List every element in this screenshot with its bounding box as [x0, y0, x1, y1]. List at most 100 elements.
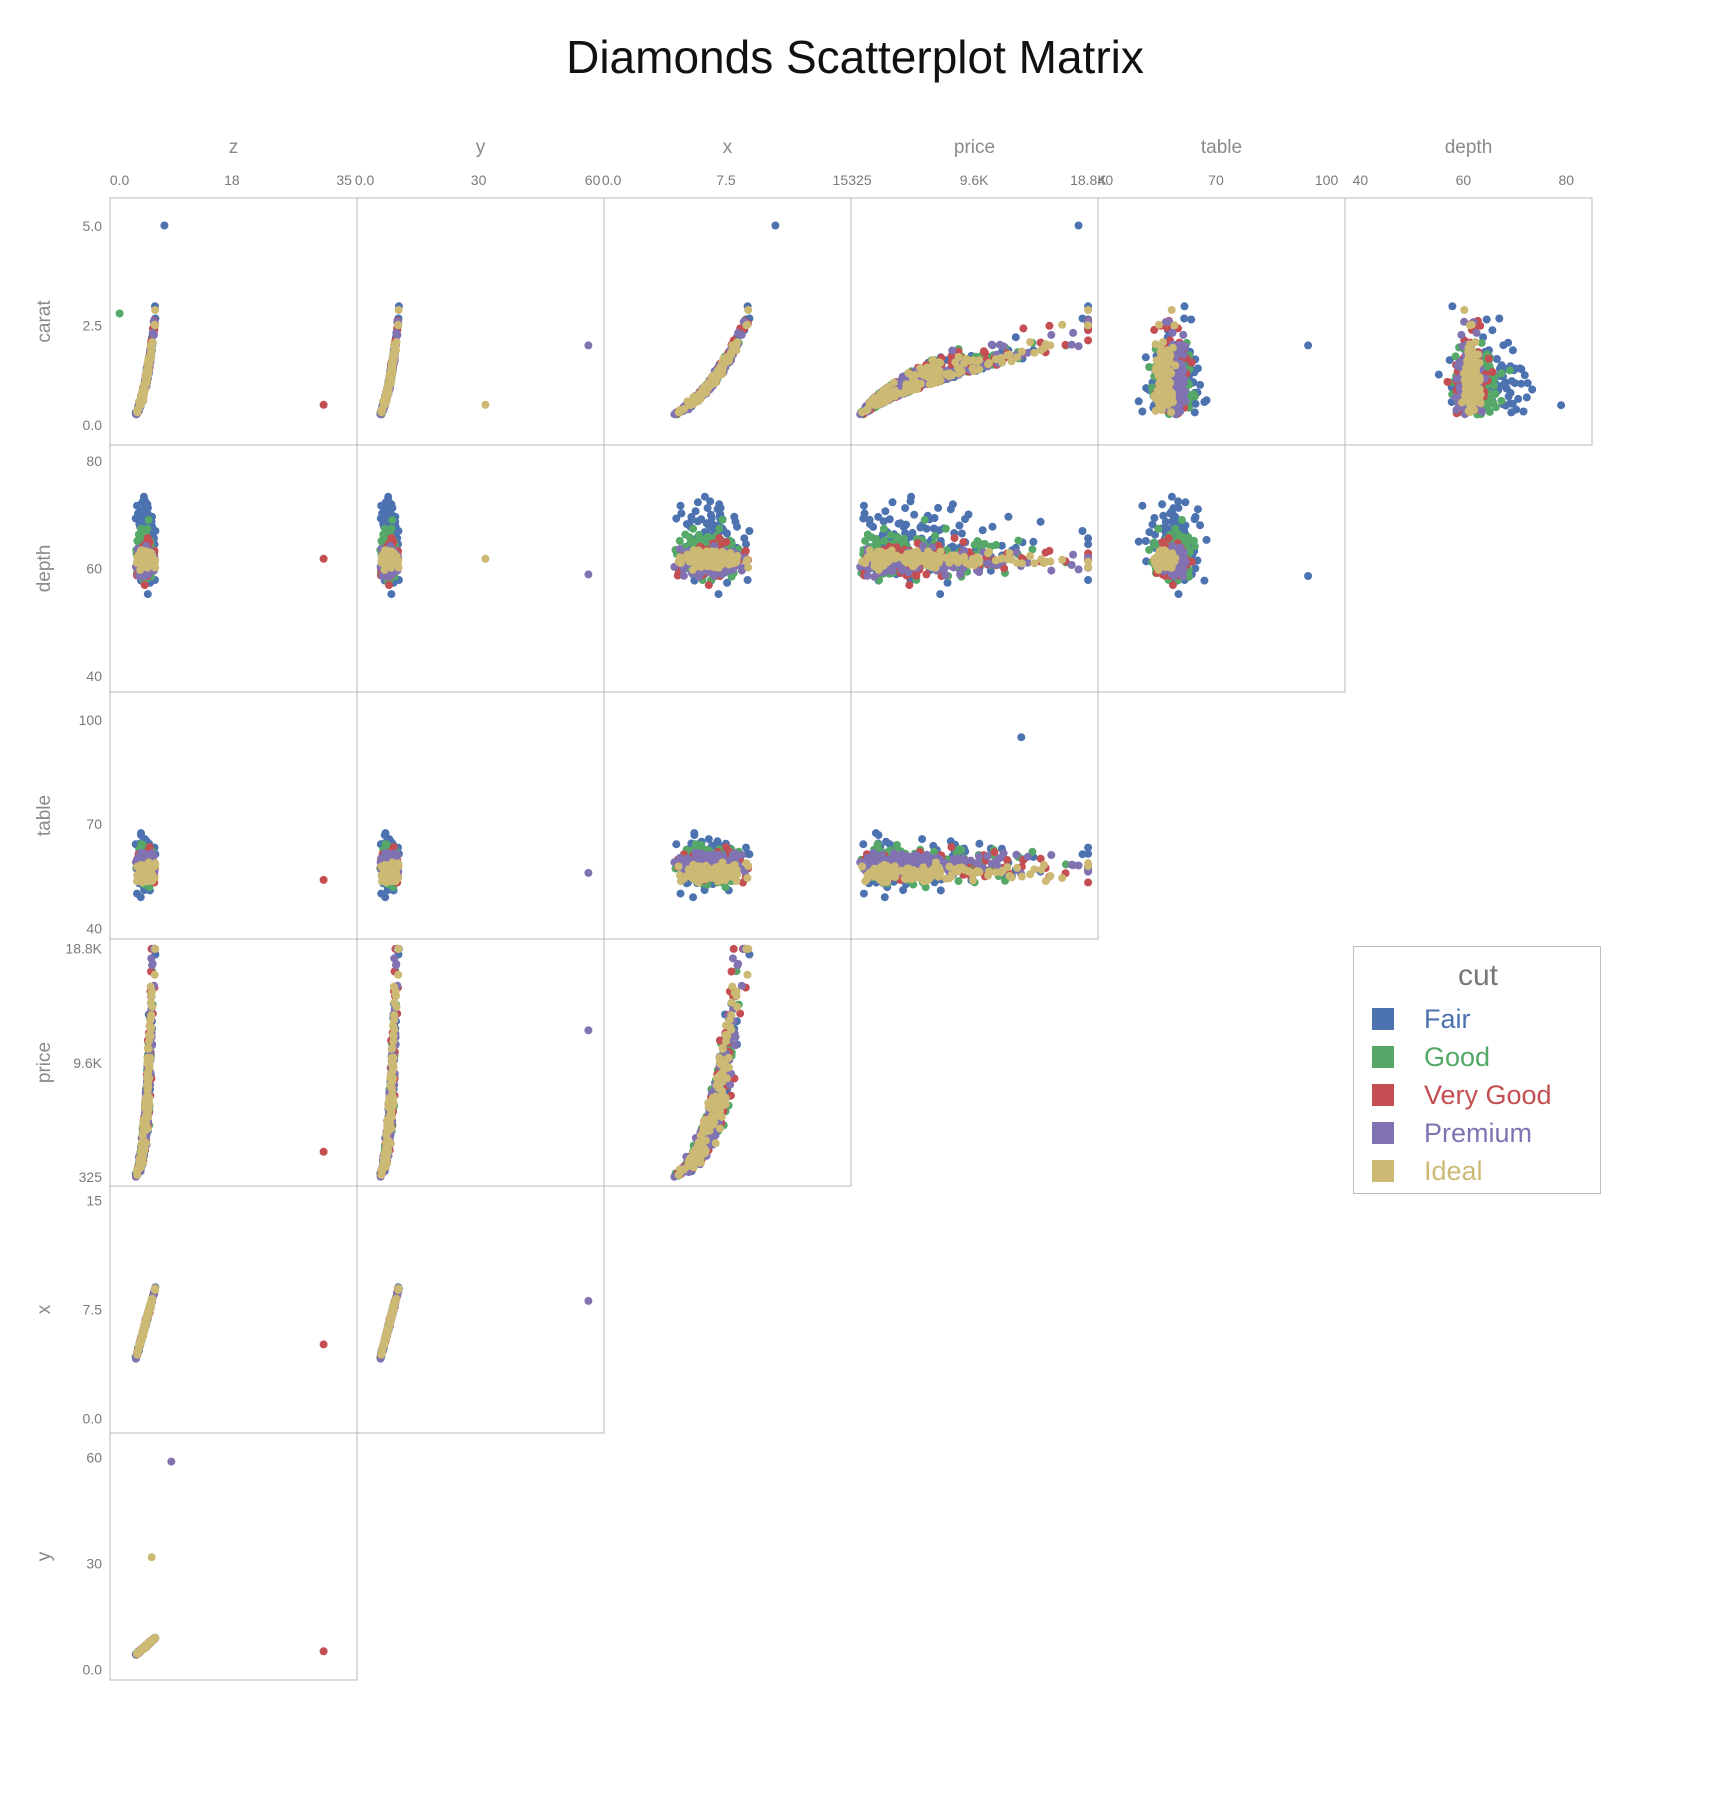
point-good [1489, 381, 1498, 390]
point-fair [1519, 407, 1528, 416]
point-ideal [1155, 320, 1163, 329]
point-good [1190, 392, 1199, 401]
point-ideal [934, 377, 943, 386]
row-tick-depth: 80 [86, 453, 102, 469]
point-ideal [1162, 397, 1171, 405]
point-fair [1180, 314, 1189, 323]
row-tick-x: 7.5 [83, 1302, 103, 1318]
point-fair [1141, 353, 1150, 362]
panel-frame [109, 197, 358, 446]
point-fair [1504, 338, 1513, 347]
point-ideal [1160, 368, 1169, 377]
column-header-x: x [723, 137, 733, 158]
chart-title: Diamonds Scatterplot Matrix [566, 31, 1144, 83]
row-tick-y: 0.0 [83, 1661, 103, 1677]
point-ideal [386, 376, 395, 384]
point-fair [138, 498, 147, 507]
point-fair [1482, 315, 1491, 324]
row-tick-depth: 60 [86, 561, 102, 577]
point-ideal [138, 397, 147, 405]
point-good [144, 516, 153, 524]
point-fair [1434, 370, 1443, 379]
point-ideal [1171, 361, 1180, 370]
point-fair [1517, 365, 1526, 374]
row-tick-carat: 5.0 [83, 218, 103, 234]
column-tick-z: 35 [336, 172, 352, 188]
point-ideal [998, 358, 1007, 367]
point-ideal [973, 357, 981, 366]
outlier-point-ideal [481, 400, 490, 409]
point-ideal [150, 555, 159, 564]
point-ideal [394, 306, 403, 314]
outlier-point-fair [1557, 401, 1566, 410]
column-tick-price: 18.8K [1070, 172, 1107, 188]
point-ideal [953, 363, 962, 372]
point-ideal [1158, 338, 1167, 347]
point-fair [1508, 346, 1517, 355]
point-good [1497, 369, 1506, 378]
point-premium [1074, 342, 1083, 351]
point-ideal [1026, 338, 1035, 347]
row-tick-price: 9.6K [73, 1055, 102, 1071]
point-ideal [1161, 376, 1170, 384]
point-premium [1177, 378, 1186, 387]
row-tick-table: 70 [86, 816, 102, 832]
point-ideal [923, 363, 931, 372]
point-ideal [1030, 348, 1039, 357]
row-tick-carat: 2.5 [83, 317, 103, 333]
point-fair [1134, 397, 1143, 406]
point-premium [948, 346, 957, 355]
row-tick-price: 18.8K [65, 941, 102, 957]
outlier-point-fair [160, 221, 169, 230]
point-fair [1504, 392, 1513, 401]
point-ideal [945, 372, 954, 380]
point-ideal [142, 376, 151, 384]
point-very-good [1187, 358, 1196, 367]
point-premium [1179, 330, 1188, 339]
point-ideal [887, 390, 896, 399]
point-ideal [1461, 384, 1470, 393]
outlier-point-fair [1074, 221, 1083, 230]
point-ideal [1005, 350, 1014, 359]
outlier-point-premium [584, 341, 593, 350]
row-tick-price: 325 [79, 1169, 103, 1185]
point-premium [734, 328, 743, 337]
point-very-good [1084, 336, 1093, 345]
point-fair [1517, 379, 1526, 388]
point-good [1497, 396, 1506, 405]
point-very-good [1443, 377, 1452, 386]
row-header-x: x [34, 1304, 55, 1314]
point-ideal [701, 383, 710, 392]
row-header-table: table [34, 795, 55, 836]
point-ideal [384, 383, 393, 392]
row-tick-y: 30 [86, 1556, 102, 1572]
point-ideal [394, 320, 403, 329]
point-ideal [1167, 408, 1176, 417]
point-fair [1138, 407, 1147, 416]
row-tick-y: 60 [86, 1450, 102, 1466]
outlier-point-good [115, 309, 124, 318]
point-ideal [927, 376, 936, 384]
point-fair [1522, 393, 1531, 402]
point-very-good [1484, 354, 1493, 363]
point-premium [1168, 328, 1177, 337]
point-ideal [916, 364, 925, 373]
point-good [143, 524, 152, 533]
panel-carat-vs-price [850, 197, 1099, 446]
point-ideal [1471, 338, 1480, 347]
column-tick-y: 0.0 [355, 172, 375, 188]
point-ideal [871, 400, 880, 409]
column-tick-depth: 40 [1353, 172, 1369, 188]
point-ideal [143, 368, 152, 377]
column-tick-table: 40 [1098, 172, 1114, 188]
column-header-table: table [1201, 137, 1242, 158]
point-ideal [710, 376, 718, 384]
point-premium [1472, 328, 1481, 337]
point-ideal [968, 364, 977, 373]
point-ideal [1013, 353, 1022, 362]
row-header-carat: carat [34, 300, 55, 343]
point-premium [1177, 348, 1186, 357]
column-tick-z: 18 [224, 172, 240, 188]
panel-carat-vs-y [356, 197, 605, 446]
row-header-depth: depth [34, 545, 55, 593]
